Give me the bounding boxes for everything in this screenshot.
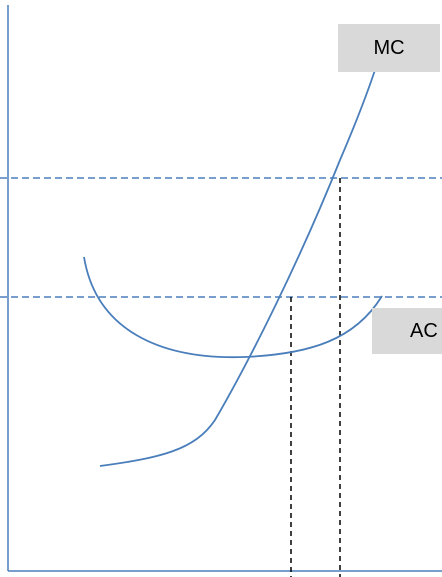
- mc-label: MC: [338, 24, 440, 72]
- ac-label: AC: [372, 308, 442, 354]
- ac-curve: [83, 256, 383, 359]
- mc-curve: [99, 69, 376, 467]
